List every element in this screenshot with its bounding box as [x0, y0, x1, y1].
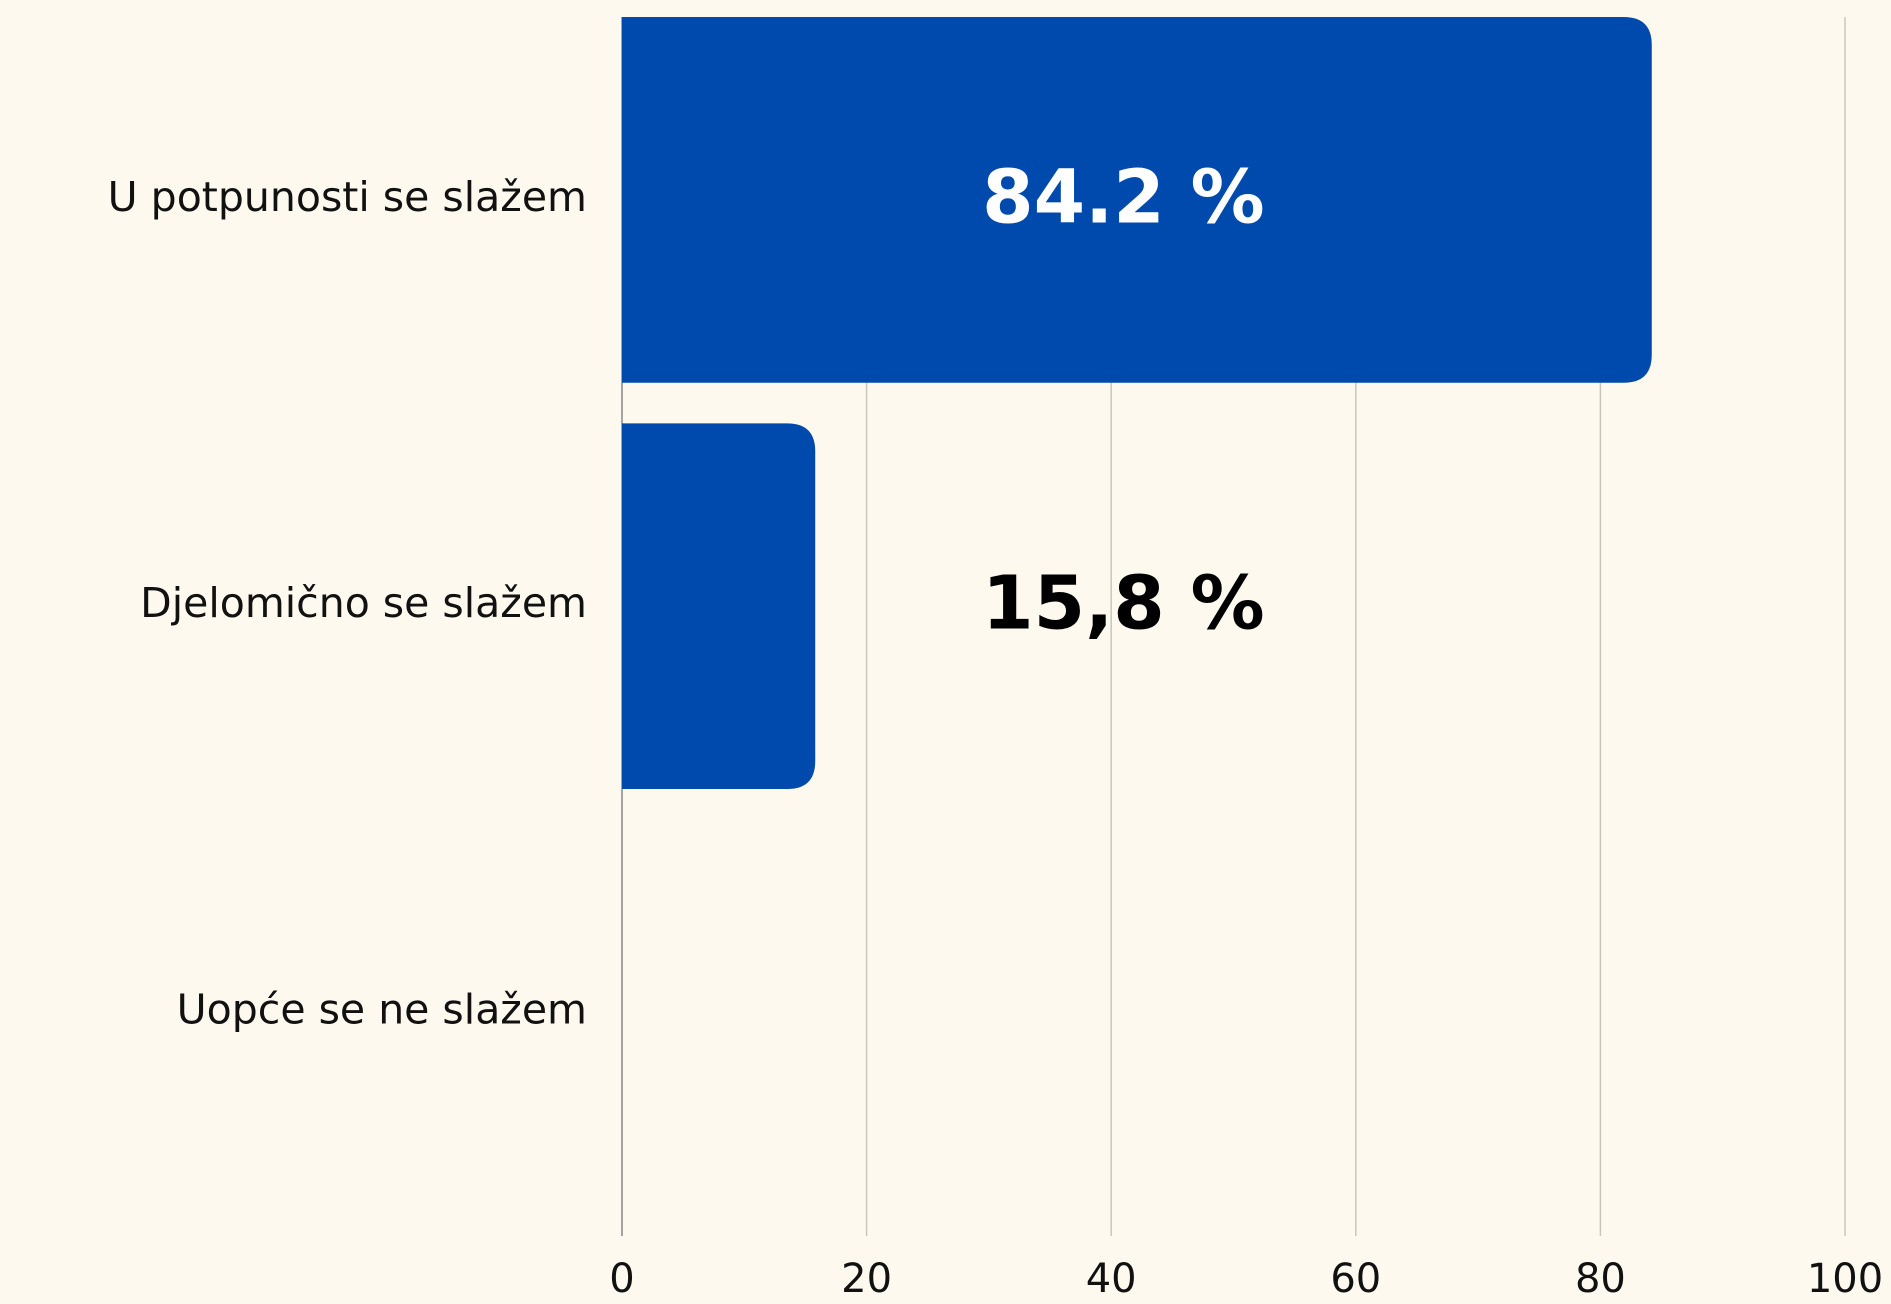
value-label: 15,8 % — [982, 561, 1265, 647]
x-tick-label: 80 — [1575, 1256, 1626, 1302]
value-label: 84.2 % — [982, 154, 1265, 240]
bar — [622, 17, 1652, 383]
category-label: U potpunosti se slažem — [108, 173, 587, 221]
x-tick-label: 60 — [1330, 1256, 1381, 1302]
x-tick-label: 100 — [1807, 1256, 1883, 1302]
bar — [622, 423, 816, 790]
x-tick-label: 40 — [1086, 1256, 1137, 1302]
x-tick-label: 0 — [609, 1256, 634, 1302]
x-tick-label: 20 — [841, 1256, 892, 1302]
category-label: Djelomično se slažem — [140, 579, 587, 627]
category-label: Uopće se ne slažem — [177, 986, 587, 1034]
